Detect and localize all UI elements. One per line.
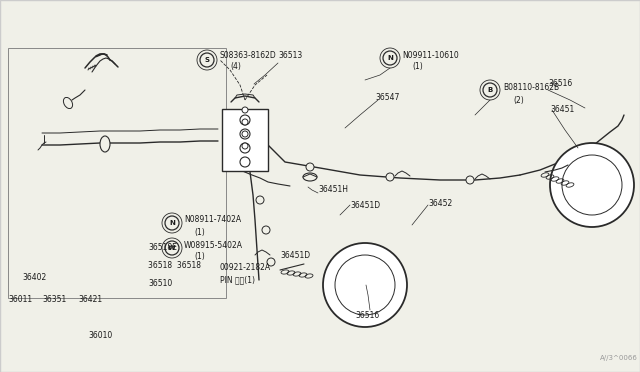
Text: 36516: 36516 <box>355 311 380 320</box>
Circle shape <box>240 129 250 139</box>
Circle shape <box>240 157 250 167</box>
Bar <box>8 48 226 298</box>
Text: (1): (1) <box>412 62 423 71</box>
Bar <box>222 109 268 171</box>
Text: (4): (4) <box>230 62 241 71</box>
Circle shape <box>242 119 248 125</box>
Text: N: N <box>169 220 175 226</box>
Circle shape <box>466 176 474 184</box>
Text: (2): (2) <box>513 96 524 105</box>
Circle shape <box>262 226 270 234</box>
Circle shape <box>242 143 248 149</box>
Circle shape <box>550 143 634 227</box>
Circle shape <box>323 243 407 327</box>
Text: W: W <box>168 245 176 251</box>
Text: 36402: 36402 <box>22 273 46 282</box>
Text: 36516: 36516 <box>548 78 572 87</box>
Text: 36547: 36547 <box>375 93 399 103</box>
Text: (1): (1) <box>194 228 205 237</box>
Text: A//3^0066: A//3^0066 <box>600 355 638 361</box>
Circle shape <box>306 163 314 171</box>
Circle shape <box>483 83 497 97</box>
Text: PIN ピン(1): PIN ピン(1) <box>220 276 255 285</box>
Circle shape <box>165 216 179 230</box>
Text: 36451: 36451 <box>550 106 574 115</box>
Text: 36452: 36452 <box>428 199 452 208</box>
Text: 36518  36518: 36518 36518 <box>148 260 201 269</box>
Text: B: B <box>488 87 493 93</box>
Text: S: S <box>205 57 209 63</box>
Circle shape <box>242 131 248 137</box>
Text: 36513: 36513 <box>278 51 302 60</box>
Circle shape <box>165 241 179 255</box>
Text: 36010: 36010 <box>88 330 112 340</box>
Text: W08915-5402A: W08915-5402A <box>184 241 243 250</box>
Text: 36451D: 36451D <box>350 201 380 209</box>
Text: 36351: 36351 <box>42 295 67 305</box>
Text: (1): (1) <box>194 253 205 262</box>
Circle shape <box>240 115 250 125</box>
Circle shape <box>240 143 250 153</box>
Text: 36011: 36011 <box>8 295 32 305</box>
Text: N09911-10610: N09911-10610 <box>402 51 459 60</box>
Ellipse shape <box>100 136 110 152</box>
Text: S08363-8162D: S08363-8162D <box>220 51 276 60</box>
Circle shape <box>256 196 264 204</box>
Circle shape <box>267 258 275 266</box>
Text: 36451H: 36451H <box>318 186 348 195</box>
Text: N: N <box>387 55 393 61</box>
Text: 36518E: 36518E <box>148 244 177 253</box>
Circle shape <box>242 107 248 113</box>
Text: 36451D: 36451D <box>280 250 310 260</box>
Text: 00921-2182A: 00921-2182A <box>220 263 271 273</box>
Circle shape <box>200 53 214 67</box>
Text: B08110-8162B: B08110-8162B <box>503 83 559 93</box>
Text: 36510: 36510 <box>148 279 172 288</box>
Circle shape <box>383 51 397 65</box>
Text: N08911-7402A: N08911-7402A <box>184 215 241 224</box>
Circle shape <box>386 173 394 181</box>
Text: 36421: 36421 <box>78 295 102 305</box>
